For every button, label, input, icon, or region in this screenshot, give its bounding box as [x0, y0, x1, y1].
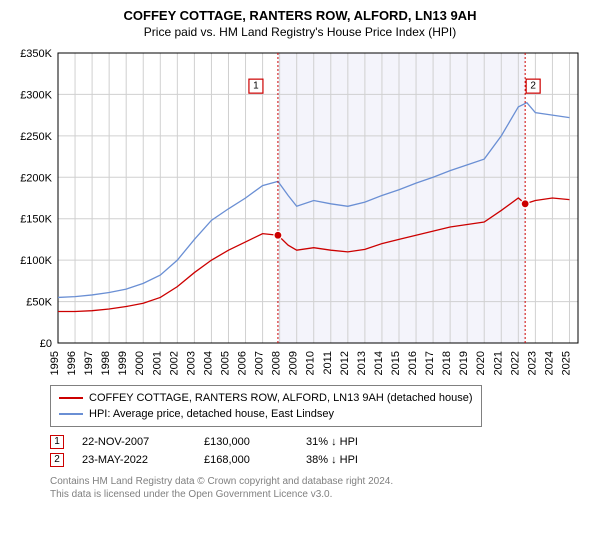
svg-text:1999: 1999 — [117, 351, 129, 375]
svg-text:2021: 2021 — [492, 351, 504, 375]
svg-text:2: 2 — [530, 81, 536, 92]
sale-row: 1 22-NOV-2007 £130,000 31% ↓ HPI — [50, 433, 590, 451]
footer-line1: Contains HM Land Registry data © Crown c… — [50, 475, 590, 488]
svg-text:£0: £0 — [40, 338, 52, 350]
legend-item: COFFEY COTTAGE, RANTERS ROW, ALFORD, LN1… — [59, 390, 473, 406]
svg-text:2016: 2016 — [407, 351, 419, 375]
sale-hpi: 38% ↓ HPI — [306, 451, 396, 469]
svg-text:2023: 2023 — [526, 351, 538, 375]
sale-row: 2 23-MAY-2022 £168,000 38% ↓ HPI — [50, 451, 590, 469]
legend-item: HPI: Average price, detached house, East… — [59, 406, 473, 422]
sales-table: 1 22-NOV-2007 £130,000 31% ↓ HPI 2 23-MAY-202… — [50, 433, 590, 469]
svg-text:2014: 2014 — [373, 351, 385, 375]
svg-text:2006: 2006 — [237, 351, 249, 375]
svg-text:2010: 2010 — [305, 351, 317, 375]
svg-text:2015: 2015 — [390, 351, 402, 375]
legend-swatch — [59, 413, 83, 415]
chart-container: COFFEY COTTAGE, RANTERS ROW, ALFORD, LN1… — [0, 0, 600, 560]
legend-swatch — [59, 397, 83, 399]
svg-text:2013: 2013 — [356, 351, 368, 375]
legend: COFFEY COTTAGE, RANTERS ROW, ALFORD, LN1… — [50, 385, 482, 427]
svg-text:2025: 2025 — [560, 351, 572, 375]
svg-text:1998: 1998 — [100, 351, 112, 375]
sale-marker: 2 — [50, 453, 64, 467]
svg-text:£350K: £350K — [20, 48, 52, 60]
svg-text:2018: 2018 — [441, 351, 453, 375]
svg-text:2007: 2007 — [254, 351, 266, 375]
sale-price: £130,000 — [204, 433, 294, 451]
svg-text:1997: 1997 — [83, 351, 95, 375]
svg-text:2002: 2002 — [168, 351, 180, 375]
svg-text:2003: 2003 — [185, 351, 197, 375]
svg-text:£200K: £200K — [20, 172, 52, 184]
svg-text:£50K: £50K — [26, 297, 52, 309]
chart-subtitle: Price paid vs. HM Land Registry's House … — [10, 25, 590, 39]
svg-text:2005: 2005 — [219, 351, 231, 375]
svg-text:1: 1 — [253, 81, 259, 92]
svg-text:2019: 2019 — [458, 351, 470, 375]
chart-area: £0 £50K £100K £150K £200K £250K £300K £350K 1995… — [10, 47, 590, 377]
svg-text:£250K: £250K — [20, 131, 52, 143]
svg-text:2008: 2008 — [271, 351, 283, 375]
footer-attribution: Contains HM Land Registry data © Crown c… — [50, 475, 590, 501]
sale-date: 23-MAY-2022 — [82, 451, 192, 469]
sale-date: 22-NOV-2007 — [82, 433, 192, 451]
svg-text:2009: 2009 — [288, 351, 300, 375]
svg-text:2022: 2022 — [509, 351, 521, 375]
sale-price: £168,000 — [204, 451, 294, 469]
svg-text:2000: 2000 — [134, 351, 146, 375]
svg-text:2017: 2017 — [424, 351, 436, 375]
svg-text:1996: 1996 — [66, 351, 78, 375]
sale-hpi: 31% ↓ HPI — [306, 433, 396, 451]
svg-text:1995: 1995 — [49, 351, 61, 375]
svg-text:2001: 2001 — [151, 351, 163, 375]
legend-label: COFFEY COTTAGE, RANTERS ROW, ALFORD, LN1… — [89, 390, 473, 406]
svg-text:£150K: £150K — [20, 214, 52, 226]
sale-marker: 1 — [50, 435, 64, 449]
svg-text:£300K: £300K — [20, 89, 52, 101]
svg-text:2024: 2024 — [543, 351, 555, 375]
legend-label: HPI: Average price, detached house, East… — [89, 406, 334, 422]
svg-text:£100K: £100K — [20, 255, 52, 267]
svg-text:2004: 2004 — [202, 351, 214, 375]
svg-text:2012: 2012 — [339, 351, 351, 375]
svg-text:2011: 2011 — [322, 351, 334, 375]
line-chart: £0 £50K £100K £150K £200K £250K £300K £350K 1995… — [10, 47, 590, 377]
chart-title: COFFEY COTTAGE, RANTERS ROW, ALFORD, LN1… — [10, 8, 590, 23]
svg-text:2020: 2020 — [475, 351, 487, 375]
footer-line2: This data is licensed under the Open Gov… — [50, 488, 590, 501]
